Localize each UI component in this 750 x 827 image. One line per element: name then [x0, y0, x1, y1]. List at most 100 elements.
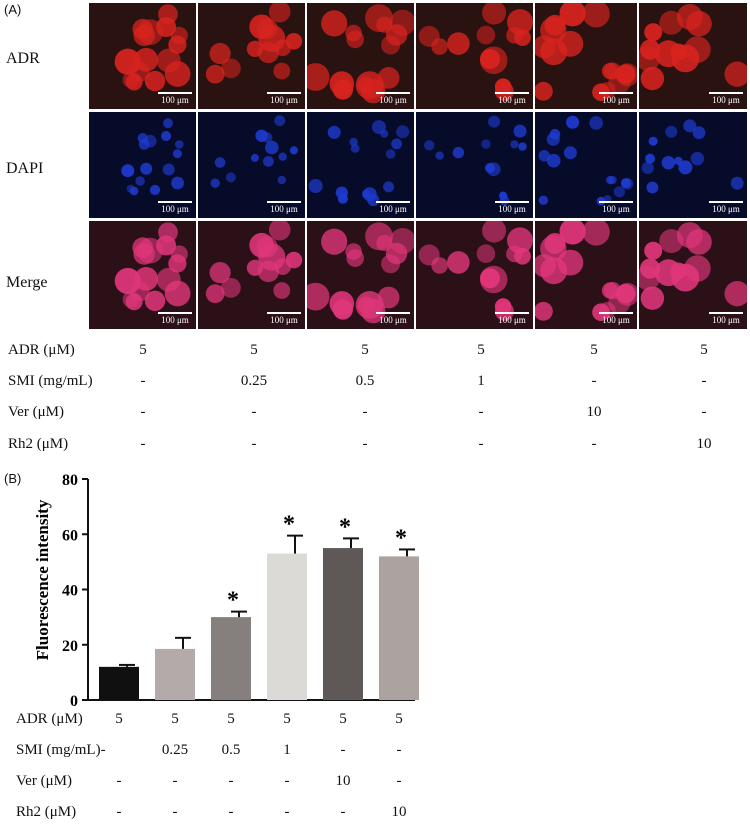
table-b-cell: - [228, 804, 234, 820]
panel-a-label: (A) [4, 2, 22, 17]
cell-blob [480, 49, 500, 69]
cell-blob [164, 61, 191, 87]
cell-blob [158, 4, 178, 25]
cell-blob [424, 140, 435, 151]
table-b-row-label: SMI (mg/mL)- [16, 742, 106, 758]
scale-bar-line [599, 92, 633, 94]
cell-blob [175, 140, 184, 149]
table-a-cell: - [362, 436, 368, 452]
micrograph-dapi-1: 100 μm [89, 112, 196, 218]
cell-blob [659, 229, 684, 254]
table-a-cell: - [251, 436, 257, 452]
table-a-cell: - [140, 373, 146, 389]
bar [211, 617, 251, 700]
cell-blob [557, 249, 584, 276]
table-b-row-label: Ver (μM) [16, 773, 72, 789]
bar [155, 648, 195, 700]
scale-bar-label: 100 μm [379, 204, 407, 214]
cell-blob [645, 153, 656, 164]
cell-blob [655, 40, 682, 68]
cell-blob [161, 131, 172, 141]
cell-blob [482, 3, 507, 25]
cell-blob [221, 277, 241, 298]
cell-blob [563, 146, 577, 160]
table-a-cell: 5 [139, 342, 147, 358]
cell-blob [289, 146, 298, 155]
micrograph-dapi-2: 100 μm [198, 112, 305, 218]
scale-bar-line [709, 201, 743, 203]
micrograph-adr-6: 100 μm [639, 3, 747, 109]
cell-blob [538, 150, 551, 162]
table-b-cell: - [340, 804, 346, 820]
cell-blob [513, 124, 527, 138]
cell-blob [582, 221, 610, 246]
micrograph-dapi-3: 100 μm [307, 112, 414, 218]
cell-blob [559, 3, 586, 27]
cell-blob [549, 128, 561, 140]
cell-blob [644, 241, 663, 260]
cell-blob [518, 142, 527, 151]
cell-blob [476, 25, 496, 45]
table-b-cell: - [396, 773, 402, 789]
cell-blob [130, 281, 150, 302]
y-tick-label: 0 [70, 693, 78, 708]
micrograph-adr-3: 100 μm [307, 3, 414, 109]
scale-bar-label: 100 μm [161, 204, 189, 214]
cell-blob [396, 125, 410, 139]
table-a-cell: 10 [586, 404, 602, 420]
scale-bar-line [495, 92, 529, 94]
table-a-cell: - [362, 404, 368, 420]
table-b-cell: - [340, 742, 346, 758]
micrograph-adr-4: 100 μm [416, 3, 533, 109]
scale-bar: 100 μm [599, 92, 633, 105]
cell-blob [172, 149, 182, 159]
table-a-cell: - [701, 373, 707, 389]
cell-blob [599, 301, 616, 319]
scale-bar-label: 100 μm [712, 204, 740, 214]
cell-blob [337, 193, 348, 204]
scale-bar-line [376, 312, 410, 314]
cell-blob [132, 18, 153, 40]
bar [323, 548, 363, 700]
scale-bar-line [709, 312, 743, 314]
scale-bar: 100 μm [267, 312, 301, 325]
cell-blob [345, 24, 362, 42]
cell-blob [144, 70, 166, 92]
cell-blob [149, 184, 161, 196]
cell-blob [349, 137, 358, 147]
significance-star: * [339, 514, 351, 540]
scale-bar-label: 100 μm [270, 204, 298, 214]
scale-bar-line [267, 201, 301, 203]
cell-blob [686, 10, 712, 37]
table-a-cell: 5 [590, 342, 598, 358]
table-a-cell: 5 [477, 342, 485, 358]
table-a-row-label: Ver (μM) [8, 404, 64, 420]
table-b-cell: 0.5 [221, 742, 241, 758]
cell-blob [268, 3, 291, 23]
cell-blob [601, 62, 619, 80]
cell-blob [606, 176, 615, 185]
cell-blob [372, 120, 386, 135]
cell-blob [321, 228, 348, 255]
bar-chart: Fluorescence intensity 0 20 40 60 80 * * * * [33, 472, 419, 708]
cell-blob [168, 254, 187, 273]
cell-blob [268, 221, 291, 241]
y-ticks: 0 20 40 60 80 [62, 472, 88, 708]
scale-bar: 100 μm [376, 201, 410, 214]
scale-bar-label: 100 μm [498, 95, 526, 105]
cell-blob [274, 258, 292, 275]
table-b-cell: 5 [283, 711, 291, 727]
cell-blob [140, 162, 153, 175]
cell-blob [274, 115, 286, 127]
significance-star: * [227, 588, 239, 614]
table-a-cell: - [140, 436, 146, 452]
scale-bar-label: 100 μm [602, 315, 630, 325]
cell-blob [205, 284, 225, 304]
cell-blob [265, 140, 279, 155]
cell-blob [391, 138, 402, 150]
cell-blob [690, 151, 705, 166]
cell-blob [385, 149, 396, 159]
table-a-row-label: SMI (mg/mL) [8, 373, 93, 389]
scale-bar-label: 100 μm [712, 95, 740, 105]
cell-blob [665, 125, 678, 138]
